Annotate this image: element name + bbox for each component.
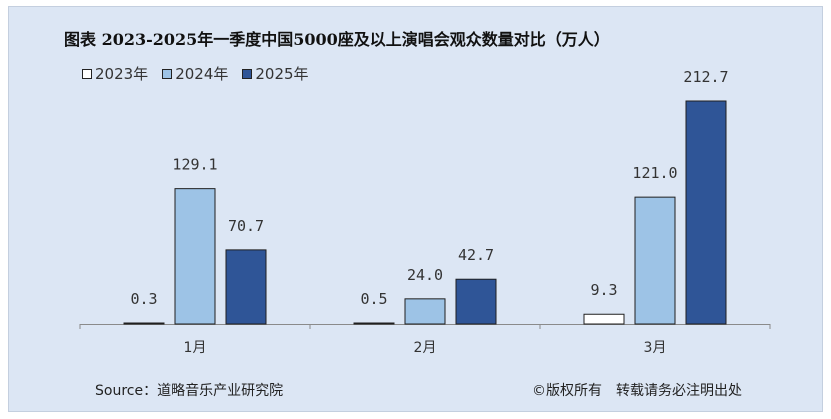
data-label: 24.0 <box>407 266 443 284</box>
legend-label-2025: 2025年 <box>255 65 309 83</box>
legend-swatch-2024 <box>162 68 173 79</box>
copyright-note: ©版权所有 转载请务必注明出处 <box>532 383 742 399</box>
data-label: 129.1 <box>172 156 217 174</box>
bar-2025年-1月 <box>225 249 267 325</box>
category-label: 3月 <box>644 340 667 356</box>
bar-2025年-3月 <box>685 100 727 325</box>
legend-label-2023: 2023年 <box>95 65 149 83</box>
legend-swatch-2025 <box>242 68 253 79</box>
legend-label-2024: 2024年 <box>175 65 229 83</box>
data-label: 121.0 <box>632 164 677 182</box>
bar-2024年-1月 <box>174 188 216 325</box>
legend-item-2024: 2024年 <box>162 63 228 84</box>
bar-2023年-1月 <box>123 322 165 325</box>
bar-2023年-2月 <box>353 322 395 325</box>
bar-2024年-2月 <box>404 298 446 325</box>
bar-2025年-2月 <box>455 278 497 325</box>
data-label: 9.3 <box>590 281 617 299</box>
data-label: 0.5 <box>360 290 387 308</box>
legend: 2023年 2024年 2025年 <box>82 63 309 84</box>
data-label: 70.7 <box>228 217 264 235</box>
bar-2023年-3月 <box>583 313 625 325</box>
data-label: 212.7 <box>683 68 728 86</box>
data-label: 0.3 <box>130 290 157 308</box>
chart-title: 图表 2023-2025年一季度中国5000座及以上演唱会观众数量对比（万人） <box>64 30 610 49</box>
source-note: Source：道略音乐产业研究院 <box>95 383 284 399</box>
legend-item-2025: 2025年 <box>242 63 309 84</box>
legend-item-2023: 2023年 <box>82 63 148 84</box>
bar-2024年-3月 <box>634 196 676 325</box>
category-label: 1月 <box>184 340 207 356</box>
category-label: 2月 <box>414 340 437 356</box>
data-label: 42.7 <box>458 246 494 264</box>
legend-swatch-2023 <box>82 68 92 79</box>
